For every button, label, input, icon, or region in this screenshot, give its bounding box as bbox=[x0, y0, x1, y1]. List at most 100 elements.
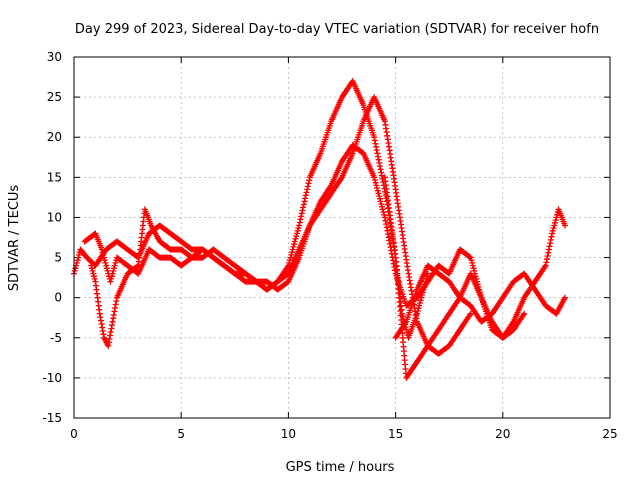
data-point bbox=[552, 219, 558, 226]
data-point bbox=[111, 265, 117, 272]
data-point bbox=[72, 265, 79, 272]
data-point bbox=[373, 147, 380, 154]
data-point bbox=[547, 236, 554, 243]
data-point bbox=[549, 227, 556, 234]
chart-title: Day 299 of 2023, Sidereal Day-to-day VTE… bbox=[75, 22, 599, 37]
y-tick-label: 20 bbox=[47, 130, 62, 144]
data-point bbox=[107, 278, 114, 285]
data-point bbox=[103, 262, 110, 269]
data-point bbox=[372, 179, 379, 186]
data-point bbox=[375, 153, 381, 160]
data-point bbox=[379, 203, 385, 210]
data-point bbox=[289, 249, 295, 256]
data-point bbox=[469, 259, 476, 266]
data-point bbox=[543, 259, 550, 266]
x-tick-label: 25 bbox=[602, 427, 617, 441]
data-point bbox=[551, 222, 558, 229]
data-point bbox=[380, 209, 387, 216]
data-point bbox=[293, 233, 300, 240]
data-point bbox=[562, 294, 568, 301]
data-point bbox=[304, 183, 311, 190]
data-point bbox=[296, 219, 303, 226]
data-point bbox=[98, 246, 105, 253]
data-point bbox=[374, 187, 381, 194]
x-tick-label: 15 bbox=[388, 427, 403, 441]
data-point bbox=[377, 198, 384, 205]
data-point bbox=[107, 332, 114, 339]
data-point bbox=[288, 251, 295, 258]
y-tick-label: 15 bbox=[47, 170, 62, 184]
data-point bbox=[374, 185, 380, 191]
x-tick-label: 5 bbox=[177, 427, 185, 441]
y-tick-label: -10 bbox=[42, 371, 62, 385]
data-marks bbox=[71, 78, 568, 381]
data-point bbox=[300, 201, 307, 208]
data-point bbox=[468, 257, 475, 264]
data-point bbox=[102, 259, 109, 266]
data-point bbox=[290, 243, 297, 250]
data-point bbox=[466, 253, 473, 260]
x-tick-label: 20 bbox=[495, 427, 510, 441]
data-point bbox=[371, 177, 378, 183]
data-point bbox=[109, 270, 116, 277]
data-point bbox=[378, 169, 385, 176]
data-point bbox=[99, 249, 106, 256]
data-point bbox=[544, 253, 551, 259]
data-point bbox=[101, 257, 108, 264]
data-point bbox=[90, 270, 97, 277]
data-point bbox=[294, 230, 300, 237]
data-point bbox=[302, 195, 309, 202]
y-tick-label: -15 bbox=[42, 411, 62, 425]
x-axis-title: GPS time / hours bbox=[286, 460, 395, 475]
grid bbox=[74, 57, 610, 418]
data-point bbox=[467, 310, 474, 317]
data-point bbox=[112, 259, 119, 266]
data-point bbox=[549, 230, 556, 237]
axis-ticks: 0 5 10 15 20 25 -15 -10 -5 0 5 10 15 20 25 30 bbox=[42, 50, 617, 441]
y-tick-label: 30 bbox=[47, 50, 62, 64]
data-point bbox=[376, 195, 383, 202]
data-point bbox=[91, 275, 98, 282]
data-point bbox=[404, 329, 410, 336]
data-point bbox=[108, 273, 115, 280]
series-track-1 bbox=[71, 78, 431, 341]
data-point bbox=[298, 210, 305, 217]
data-point bbox=[75, 254, 82, 261]
data-point bbox=[521, 310, 528, 317]
data-point bbox=[76, 251, 82, 258]
y-tick-label: -5 bbox=[50, 331, 62, 345]
data-point bbox=[371, 174, 378, 181]
data-point bbox=[303, 189, 310, 196]
data-point bbox=[97, 314, 104, 321]
data-point bbox=[372, 140, 379, 147]
data-point bbox=[302, 192, 309, 199]
data-point bbox=[291, 238, 298, 245]
data-point bbox=[88, 262, 95, 269]
series-track-5 bbox=[392, 262, 568, 341]
data-point bbox=[287, 254, 294, 261]
y-tick-label: 5 bbox=[54, 251, 62, 265]
y-tick-label: 10 bbox=[47, 210, 62, 224]
data-point bbox=[379, 206, 386, 213]
plot-frame bbox=[73, 56, 611, 419]
series-track-4 bbox=[381, 174, 568, 381]
x-tick-label: 10 bbox=[281, 427, 296, 441]
data-point bbox=[298, 213, 305, 220]
data-point bbox=[100, 251, 107, 258]
data-point bbox=[296, 222, 303, 229]
y-tick-label: 0 bbox=[54, 291, 62, 305]
data-point bbox=[386, 240, 393, 247]
x-tick-label: 0 bbox=[70, 427, 78, 441]
data-point bbox=[305, 180, 312, 187]
data-point bbox=[416, 300, 423, 306]
data-point bbox=[546, 243, 553, 250]
data-point bbox=[376, 163, 383, 170]
data-point bbox=[300, 204, 307, 211]
data-point bbox=[104, 267, 111, 274]
data-point bbox=[294, 227, 301, 234]
data-point bbox=[471, 267, 478, 274]
data-point bbox=[89, 267, 96, 274]
data-point bbox=[552, 217, 559, 224]
data-point bbox=[73, 259, 80, 266]
